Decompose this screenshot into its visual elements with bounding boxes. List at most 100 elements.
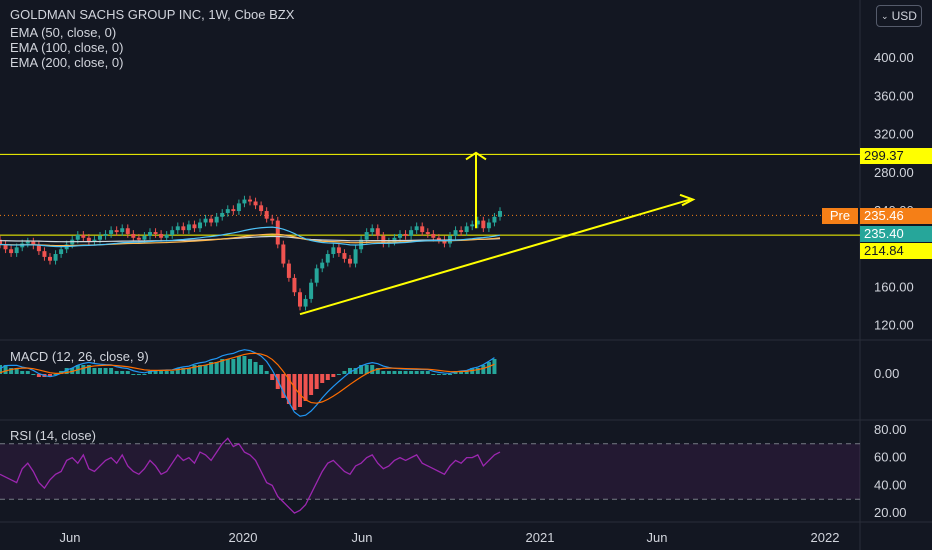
macd-bar — [270, 374, 275, 380]
macd-bar — [3, 365, 8, 374]
macd-bar — [103, 368, 108, 374]
macd-bar — [303, 374, 308, 401]
candle — [148, 232, 152, 236]
candle — [192, 224, 197, 229]
candle — [164, 234, 169, 238]
macd-bar — [92, 368, 97, 374]
candle — [353, 249, 358, 264]
rsi-legend: RSI (14, close) — [10, 428, 96, 443]
macd-bar — [298, 374, 302, 407]
candle — [286, 263, 291, 278]
macd-bar — [431, 374, 436, 375]
macd-bar — [225, 359, 230, 374]
candle — [464, 226, 469, 233]
macd-bar — [448, 374, 452, 375]
macd-bar — [248, 359, 252, 374]
macd-bar — [242, 356, 247, 374]
candle — [181, 226, 186, 231]
candle — [98, 235, 102, 240]
macd-bar — [192, 365, 197, 374]
trendline-arrowhead — [679, 193, 696, 207]
macd-bar — [142, 374, 147, 375]
candle — [125, 228, 130, 234]
macd-bar — [203, 365, 208, 374]
macd-bar — [436, 374, 441, 375]
macd-bar — [175, 368, 180, 374]
macd-bar — [14, 368, 19, 374]
macd-bar — [136, 374, 141, 375]
macd-bar — [459, 371, 464, 374]
candle — [431, 233, 436, 238]
price-tick-label: 400.00 — [874, 50, 914, 65]
candle — [331, 247, 336, 255]
candle — [59, 249, 64, 255]
macd-bar — [20, 371, 25, 374]
ema-50-line — [0, 226, 501, 248]
candle — [303, 298, 308, 307]
macd-bar — [214, 362, 219, 374]
macd-bar — [125, 371, 130, 374]
candle — [364, 232, 369, 240]
candle — [9, 249, 14, 254]
macd-bar — [36, 374, 41, 377]
candle — [109, 230, 114, 234]
candle — [264, 211, 269, 219]
candle — [348, 258, 352, 264]
candle — [292, 277, 297, 293]
candle — [42, 251, 47, 257]
macd-bar — [481, 365, 486, 374]
candle — [298, 292, 302, 307]
candle — [92, 239, 97, 242]
currency-button[interactable]: ⌄ USD — [876, 5, 922, 27]
time-tick-label: Jun — [60, 530, 81, 545]
macd-bar — [231, 359, 236, 374]
macd-bar — [220, 359, 225, 374]
candle — [214, 216, 219, 223]
chevron-down-icon: ⌄ — [881, 10, 889, 21]
macd-bar — [342, 371, 347, 374]
macd-bar — [131, 374, 136, 375]
candle — [170, 230, 175, 235]
candle — [25, 241, 30, 244]
macd-bar — [425, 371, 430, 374]
candle — [459, 230, 464, 233]
candle — [103, 233, 108, 236]
vertical-arrowhead — [465, 151, 487, 161]
premarket-badge: Pre — [822, 208, 858, 224]
macd-bar — [336, 374, 341, 375]
macd-bar — [98, 368, 102, 374]
candle — [392, 237, 397, 242]
macd-bar — [64, 368, 69, 374]
macd-bar — [198, 365, 202, 374]
macd-bar — [386, 371, 391, 374]
candle — [442, 239, 447, 244]
macd-bar — [409, 371, 414, 374]
candle — [481, 220, 486, 229]
candle — [275, 220, 280, 245]
candle — [281, 244, 286, 264]
candle — [314, 268, 319, 283]
macd-bar — [209, 362, 214, 374]
candle — [53, 254, 58, 261]
candle — [186, 224, 191, 231]
candle — [231, 209, 236, 212]
ema-100-legend: EMA (100, close, 0) — [10, 40, 124, 55]
price-tick-label: 360.00 — [874, 88, 914, 103]
macd-bar — [309, 374, 314, 395]
candle — [309, 282, 314, 299]
level-high-tag: 299.37 — [860, 148, 932, 164]
trendline-drawing — [299, 198, 691, 316]
macd-bar — [442, 374, 447, 375]
macd-bar — [348, 368, 352, 374]
candle — [225, 209, 230, 213]
candle — [159, 233, 164, 238]
macd-bar — [286, 374, 291, 404]
last-price-tag: 235.40 — [860, 226, 932, 242]
macd-bar — [120, 371, 125, 374]
candle — [486, 222, 491, 229]
candle — [470, 224, 475, 227]
macd-bar — [164, 371, 169, 374]
candle — [436, 237, 441, 240]
candle — [425, 232, 430, 234]
